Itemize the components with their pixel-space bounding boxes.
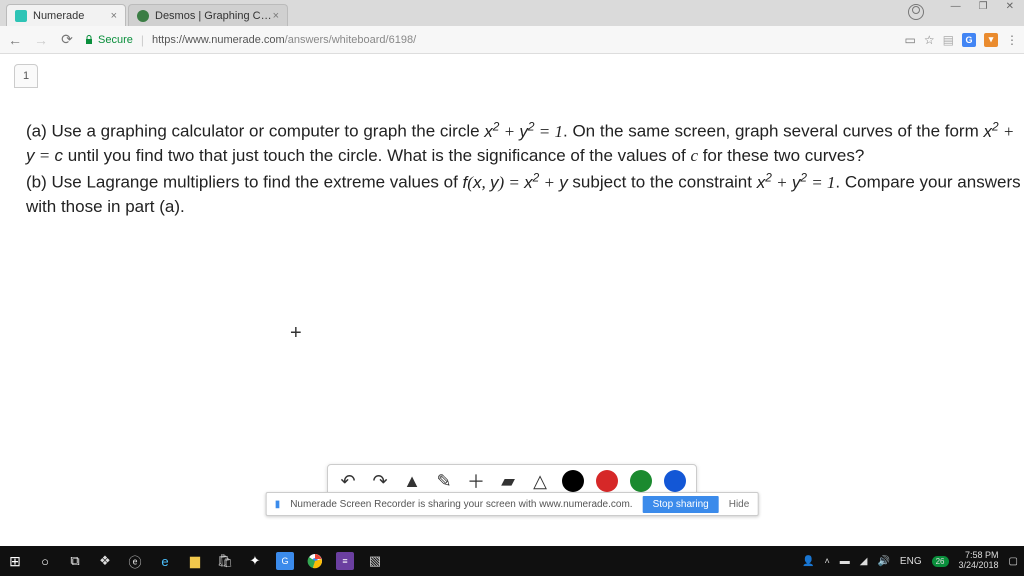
question-text: (a) Use a graphing calculator or compute… — [26, 118, 1022, 220]
store-icon[interactable]: 🛍 — [216, 552, 234, 570]
color-blue[interactable] — [664, 470, 686, 492]
math-expr: x2 + y2 = 1 — [757, 173, 836, 192]
back-button[interactable]: ← — [6, 32, 24, 48]
browser-tab-desmos[interactable]: Desmos | Graphing Calc… × — [128, 4, 288, 26]
extension-g-icon[interactable]: G — [962, 33, 976, 47]
task-view-icon[interactable]: ⧉ — [66, 552, 84, 570]
tab-title: Desmos | Graphing Calc… — [155, 10, 273, 22]
cast-icon[interactable]: ▭ — [905, 33, 916, 47]
shape-tool[interactable]: △ — [530, 471, 550, 492]
tab-title: Numerade — [33, 10, 111, 22]
tab-close-icon[interactable]: × — [273, 10, 279, 22]
minimize-button[interactable]: — — [951, 1, 961, 12]
start-button[interactable]: ⊞ — [6, 552, 24, 570]
addressbar-actions: ▭ ☆ ▤ G ▾ ⋮ — [905, 33, 1018, 47]
share-text: Numerade Screen Recorder is sharing your… — [290, 499, 632, 510]
color-green[interactable] — [630, 470, 652, 492]
taskbar-right: 👤 ˄ ▬ ◢ 🔊 ENG 26 7:58 PM 3/24/2018 ▢ — [802, 551, 1018, 571]
browser-tab-numerade[interactable]: Numerade × — [6, 4, 126, 26]
language-indicator[interactable]: ENG — [900, 556, 922, 567]
menu-icon[interactable]: ⋮ — [1006, 33, 1018, 47]
cortana-icon[interactable]: ○ — [36, 552, 54, 570]
secure-label: Secure — [98, 34, 133, 46]
photos-icon[interactable]: ▧ — [366, 552, 384, 570]
file-explorer-icon[interactable]: ▆ — [186, 552, 204, 570]
hide-share-button[interactable]: Hide — [729, 499, 750, 510]
edge-legacy-icon[interactable]: ⓔ — [126, 552, 144, 570]
reload-button[interactable]: ⟳ — [58, 31, 76, 48]
screen-share-notice: ▮ Numerade Screen Recorder is sharing yo… — [266, 492, 759, 516]
edge-icon[interactable]: e — [156, 552, 174, 570]
undo-button[interactable]: ↶ — [338, 471, 358, 492]
extension-icon[interactable]: ▤ — [943, 33, 954, 47]
battery-icon[interactable]: ▬ — [840, 556, 850, 567]
close-window-button[interactable]: ✕ — [1006, 1, 1014, 12]
notification-badge[interactable]: 26 — [932, 556, 949, 567]
color-red[interactable] — [596, 470, 618, 492]
star-icon[interactable]: ☆ — [924, 33, 935, 47]
favicon-icon — [15, 10, 27, 22]
people-icon[interactable]: 👤 — [802, 556, 814, 567]
action-center-icon[interactable]: ▢ — [1009, 556, 1018, 567]
app-icon[interactable]: ≡ — [336, 552, 354, 570]
windows-taskbar: ⊞ ○ ⧉ ❖ ⓔ e ▆ 🛍 ✦ G ≡ ▧ 👤 ˄ ▬ ◢ 🔊 ENG 26… — [0, 546, 1024, 576]
extension-o-icon[interactable]: ▾ — [984, 33, 998, 47]
forward-button[interactable]: → — [32, 32, 50, 48]
pen-tool[interactable]: ✎ — [434, 471, 454, 492]
favicon-icon — [137, 10, 149, 22]
share-info-icon: ▮ — [275, 499, 281, 510]
profile-icon[interactable] — [908, 4, 924, 20]
tray-chevron-icon[interactable]: ˄ — [825, 556, 830, 566]
address-bar: ← → ⟳ Secure | https://www.numerade.com/… — [0, 26, 1024, 54]
page-content: 1 (a) Use a graphing calculator or compu… — [0, 54, 1024, 546]
chrome-icon[interactable] — [306, 552, 324, 570]
clock[interactable]: 7:58 PM 3/24/2018 — [959, 551, 999, 571]
math-expr: f(x, y) = x2 + y — [463, 173, 568, 192]
color-black[interactable] — [562, 470, 584, 492]
lock-icon — [84, 35, 94, 45]
wifi-icon[interactable]: ◢ — [860, 556, 868, 567]
taskbar-left: ⊞ ○ ⧉ ❖ ⓔ e ▆ 🛍 ✦ G ≡ ▧ — [6, 552, 384, 570]
pointer-tool[interactable]: ▲ — [402, 471, 422, 492]
math-expr: x2 + y2 = 1 — [484, 122, 563, 141]
eraser-tool[interactable]: ▰ — [498, 471, 518, 492]
whiteboard-page-tab[interactable]: 1 — [14, 64, 38, 88]
tab-close-icon[interactable]: × — [111, 10, 117, 22]
url-display[interactable]: https://www.numerade.com/answers/whitebo… — [152, 34, 897, 46]
app-icon[interactable]: G — [276, 552, 294, 570]
app-icon[interactable]: ❖ — [96, 552, 114, 570]
maximize-button[interactable]: ❐ — [979, 1, 988, 12]
add-tool[interactable]: ＋ — [466, 468, 486, 494]
cursor-crosshair-icon: + — [290, 322, 302, 345]
window-controls: — ❐ ✕ — [941, 0, 1024, 12]
secure-indicator: Secure — [84, 34, 133, 46]
volume-icon[interactable]: 🔊 — [877, 556, 889, 567]
browser-tab-strip: Numerade × Desmos | Graphing Calc… × — ❐… — [0, 0, 1024, 26]
stop-sharing-button[interactable]: Stop sharing — [643, 496, 719, 513]
redo-button[interactable]: ↷ — [370, 471, 390, 492]
app-icon[interactable]: ✦ — [246, 552, 264, 570]
